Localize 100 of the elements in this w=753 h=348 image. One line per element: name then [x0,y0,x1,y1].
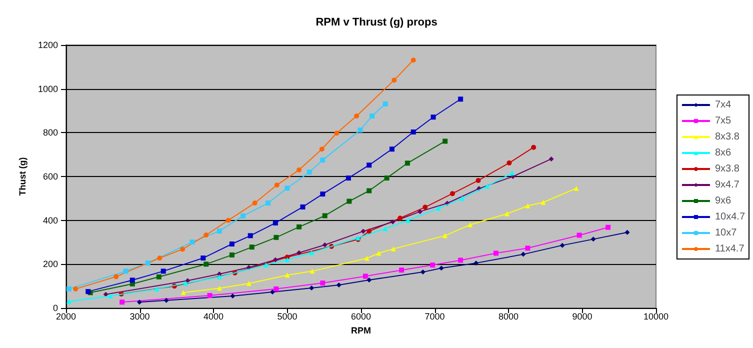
point [410,58,416,63]
point [229,252,234,258]
point [145,260,150,266]
point [504,211,510,216]
x-tick-label: 5000 [277,312,298,322]
point [272,257,278,262]
point [216,286,222,291]
point [103,292,108,297]
point [366,188,372,194]
point [216,228,222,234]
point [274,286,279,292]
point [120,300,125,305]
point [506,160,512,166]
point [430,114,436,120]
legend-label: 9x3.8 [714,164,740,174]
point [274,234,279,240]
point [284,186,290,191]
point [399,268,404,273]
point [336,282,342,288]
point [360,228,366,234]
legend-label: 11x4.7 [714,244,745,254]
point [548,156,554,162]
point [216,274,222,280]
point [404,160,410,166]
point [576,232,582,238]
point [310,268,315,274]
point [246,280,252,286]
point [410,130,416,135]
point [296,224,302,230]
point [204,262,209,267]
point [384,176,390,181]
point [442,138,448,144]
point [422,204,428,210]
y-tick-label: 1200 [38,40,58,50]
point [358,128,363,133]
x-tick-label: 4000 [203,312,224,322]
point [520,252,526,257]
point [66,298,72,304]
point [540,200,546,205]
point [560,242,565,248]
point [525,246,530,251]
point [458,258,464,263]
point [590,236,596,242]
point [114,274,119,280]
legend-label: 8x3.8 [714,132,740,142]
point [130,278,135,283]
point [164,298,169,303]
point [398,216,403,221]
point [160,268,166,274]
point [190,240,195,245]
point [354,114,360,119]
point [392,78,397,83]
point [322,213,328,218]
x-tick-label: 8000 [498,312,519,322]
point [229,242,234,247]
point [136,300,142,305]
point [108,293,113,298]
point [274,182,280,188]
point [248,233,253,238]
point [458,96,464,102]
point [362,274,368,279]
x-tick-label: 7000 [424,312,445,322]
x-tick-label: 6000 [350,312,372,322]
point [606,224,611,230]
point [430,262,436,268]
y-tick-label: 1000 [38,84,58,94]
point [240,213,246,218]
point [157,256,162,261]
legend-label: 7x5 [714,116,732,126]
point [370,114,375,119]
y-tick-label: 0 [52,303,58,313]
point [123,268,128,274]
point [346,176,351,181]
point [346,198,352,204]
point [230,293,236,298]
y-tick-label: 600 [42,172,58,182]
point [450,191,455,196]
y-axis-title: Thust (g) [18,157,28,196]
point [574,186,579,191]
point [390,246,396,252]
point [180,246,186,252]
point [366,162,372,168]
y-tick-label: 200 [42,259,58,270]
point [319,146,324,152]
point [296,250,302,256]
point [182,280,188,286]
point [322,242,328,248]
point [531,144,536,150]
point [493,250,498,256]
point [156,274,162,280]
point [364,256,370,261]
point [154,286,160,292]
x-tick-label: 9000 [572,312,592,322]
point [204,232,209,238]
point [624,230,630,235]
chart-title: RPM v Thrust (g) props [316,16,438,28]
point [366,228,372,234]
point [272,220,278,226]
point [66,286,72,292]
point [320,158,326,163]
